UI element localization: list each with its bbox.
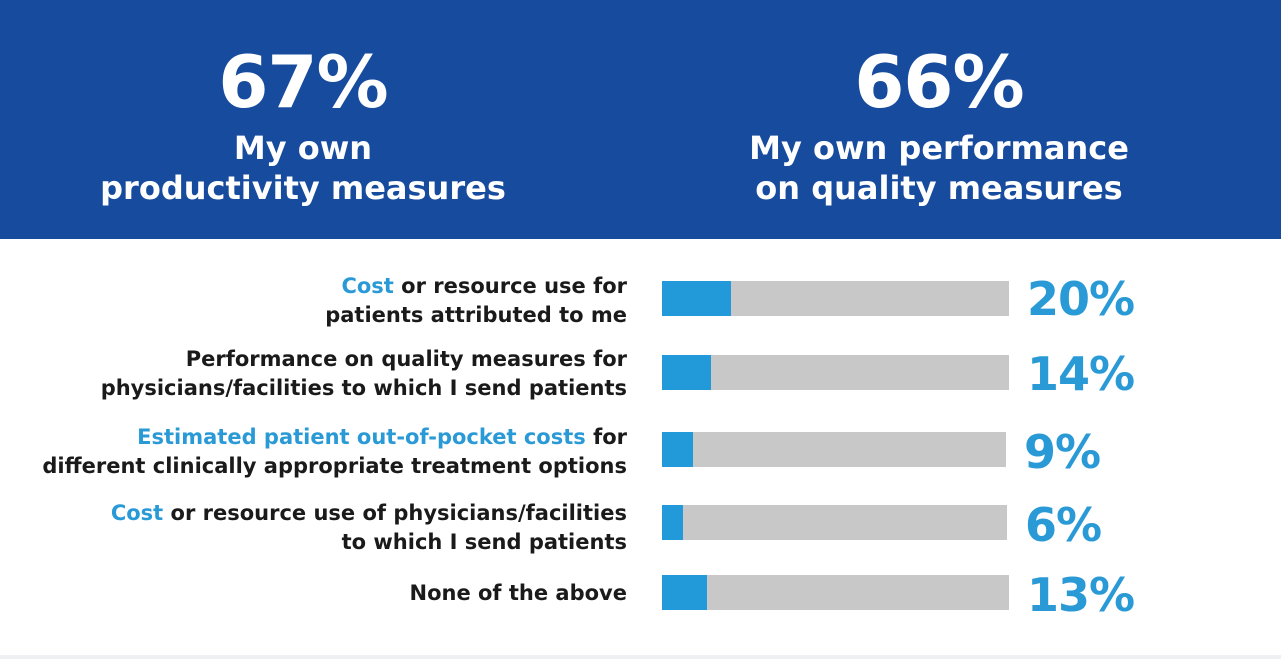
category-label: None of the above (7, 579, 628, 608)
stat-value: 67% (218, 40, 388, 124)
bar-track (662, 355, 1009, 390)
value-label: 9% (1024, 425, 1101, 479)
stat-productivity: 67% My own productivity measures (53, 40, 553, 208)
value-label: 6% (1025, 498, 1102, 552)
category-highlight: Cost (110, 501, 164, 525)
category-text: for (585, 425, 627, 449)
value-label: 20% (1027, 272, 1135, 326)
stat-label-line: on quality measures (755, 169, 1123, 207)
category-text: or resource use for (393, 274, 627, 298)
bar-fill (662, 575, 708, 610)
bar-fill (662, 281, 732, 316)
category-highlight: Cost (341, 274, 394, 298)
bar-fill (662, 355, 711, 390)
category-label: Performance on quality measures for phys… (7, 345, 627, 403)
value-label: 14% (1027, 347, 1135, 401)
header-band: 67% My own productivity measures 66% My … (0, 0, 1281, 239)
category-text: or resource use of physicians/facilities (163, 501, 627, 525)
bar-fill (662, 505, 683, 540)
category-label: Estimated patient out-of-pocket costs fo… (7, 423, 627, 481)
bar-track (662, 505, 1007, 540)
stat-label-line: My own performance (749, 129, 1129, 167)
bar-track (662, 432, 1006, 467)
stat-quality: 66% My own performance on quality measur… (689, 40, 1189, 208)
category-text: patients attributed to me (325, 303, 627, 327)
category-highlight: Estimated patient out-of-pocket costs (137, 425, 586, 449)
category-text: physicians/facilities to which I send pa… (100, 376, 627, 400)
category-text: to which I send patients (341, 530, 627, 554)
bar-fill (662, 432, 693, 467)
category-text: None of the above (409, 581, 628, 605)
category-label: Cost or resource use for patients attrib… (7, 272, 627, 330)
bar-track (662, 575, 1009, 610)
stat-label: My own performance on quality measures (689, 128, 1189, 208)
stat-label: My own productivity measures (53, 128, 553, 208)
value-label: 13% (1027, 568, 1135, 622)
bar-track (662, 281, 1009, 316)
category-label: Cost or resource use of physicians/facil… (7, 499, 627, 557)
stat-value: 66% (854, 40, 1024, 124)
stat-label-line: My own (233, 129, 373, 167)
category-text: Performance on quality measures for (185, 347, 627, 371)
category-text: different clinically appropriate treatme… (42, 454, 627, 478)
stat-label-line: productivity measures (100, 169, 506, 207)
divider (0, 655, 1281, 659)
bar-chart: Cost or resource use for patients attrib… (0, 239, 1281, 659)
